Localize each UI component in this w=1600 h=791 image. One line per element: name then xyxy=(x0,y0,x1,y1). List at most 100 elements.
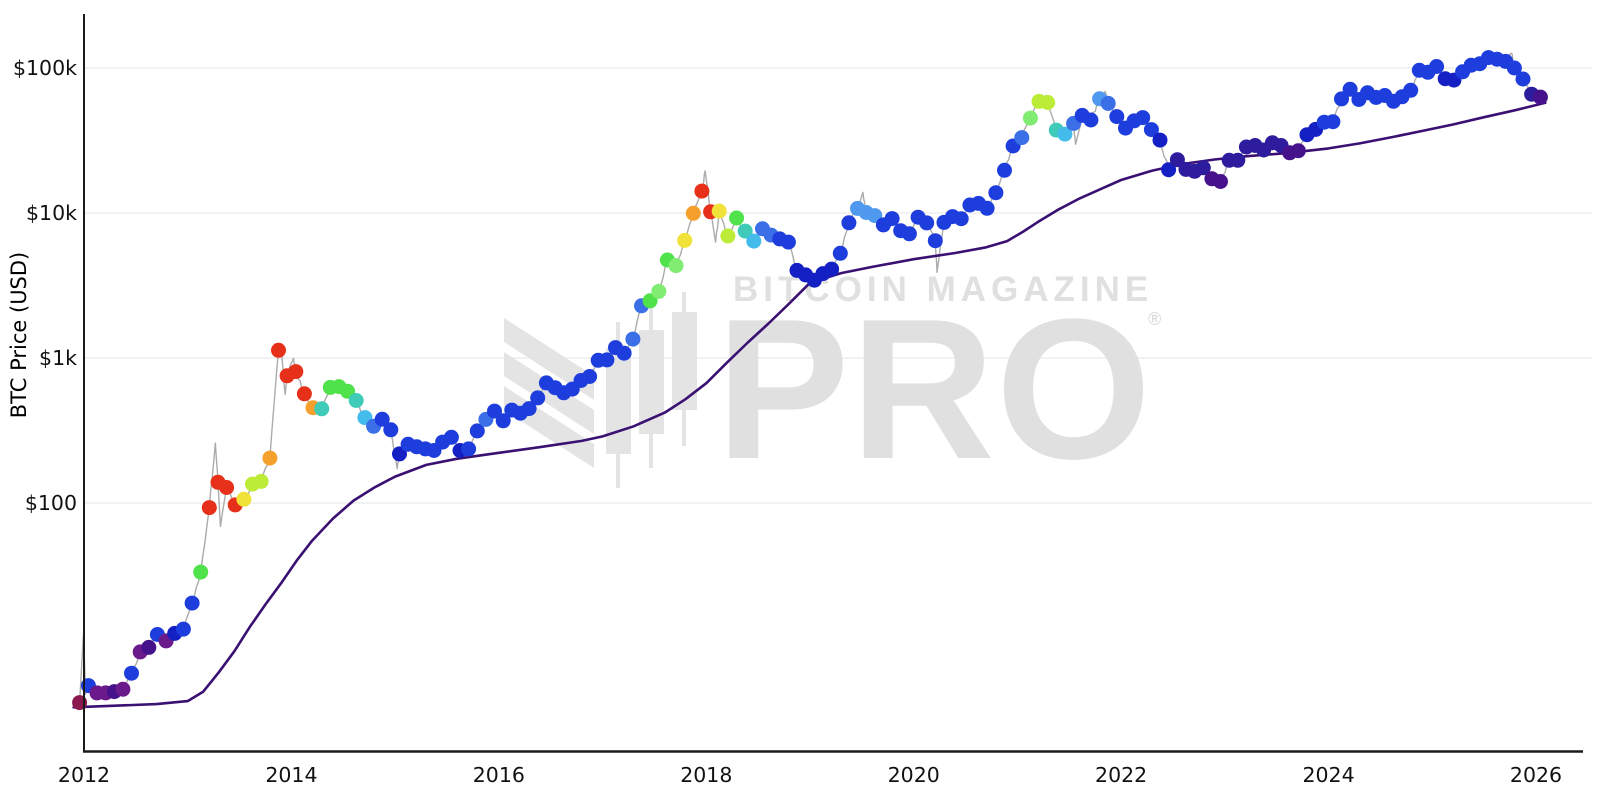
monthly-price-dot xyxy=(141,639,157,655)
x-tick-label: 2024 xyxy=(1302,763,1354,787)
monthly-price-dot xyxy=(1532,89,1548,105)
monthly-price-dot xyxy=(625,331,641,347)
monthly-price-dot xyxy=(1014,130,1030,146)
monthly-price-dot xyxy=(729,210,745,226)
monthly-price-dot xyxy=(988,185,1004,201)
monthly-price-dot xyxy=(184,595,200,611)
x-tick-label: 2012 xyxy=(58,763,110,787)
monthly-price-dot xyxy=(219,480,235,495)
x-tick-label: 2014 xyxy=(265,763,317,787)
x-tick-label: 2020 xyxy=(888,763,940,787)
monthly-price-dot xyxy=(711,203,727,219)
monthly-price-dot xyxy=(919,215,935,231)
monthly-price-dot xyxy=(668,258,684,274)
monthly-price-dot xyxy=(175,621,191,637)
monthly-price-dot xyxy=(1515,71,1531,87)
monthly-price-dot xyxy=(1152,132,1168,148)
monthly-price-dot xyxy=(271,342,286,358)
monthly-price-dot xyxy=(685,205,701,221)
monthly-price-dot xyxy=(677,232,693,248)
monthly-price-dot xyxy=(737,223,753,239)
monthly-price-dot xyxy=(193,564,209,580)
monthly-price-dot xyxy=(642,293,658,309)
monthly-price-dot xyxy=(1195,160,1211,176)
monthly-price-dot xyxy=(1161,162,1177,178)
monthly-price-dot xyxy=(582,369,598,384)
monthly-price-dot xyxy=(997,162,1012,178)
monthly-price-dot xyxy=(348,393,364,408)
monthly-price-dot xyxy=(746,233,762,249)
monthly-price-dot xyxy=(314,401,330,417)
bitcoin-magazine-logo-icon xyxy=(504,292,697,488)
monthly-price-dot xyxy=(1213,174,1228,189)
x-tick-label: 2026 xyxy=(1510,763,1562,787)
watermark-registered-mark: ® xyxy=(1148,309,1161,329)
logo-candle-body-icon xyxy=(639,330,664,434)
monthly-price-dot xyxy=(253,473,269,489)
monthly-price-dot xyxy=(824,261,840,277)
monthly-price-dot xyxy=(495,413,511,429)
monthly-price-dot xyxy=(1506,60,1522,76)
monthly-price-dot xyxy=(1342,81,1358,97)
logo-stripe-icon xyxy=(504,352,594,434)
logo-candle-body-icon xyxy=(672,312,697,410)
y-tick-label: $1k xyxy=(39,346,77,370)
gridlines xyxy=(84,67,1592,504)
y-tick-label: $100 xyxy=(25,491,77,515)
monthly-price-dot xyxy=(201,500,217,516)
monthly-price-dot xyxy=(1230,152,1246,168)
monthly-price-dot xyxy=(1022,110,1038,126)
x-tick-label: 2022 xyxy=(1095,763,1147,787)
y-tick-label: $10k xyxy=(26,201,77,225)
monthly-price-dot xyxy=(651,283,667,299)
monthly-price-dot xyxy=(1109,109,1125,125)
monthly-price-dot xyxy=(469,423,485,439)
monthly-price-dot xyxy=(1334,91,1349,107)
monthly-price-dot xyxy=(1403,82,1419,98)
monthly-price-dot xyxy=(1143,122,1159,138)
monthly-price-dot xyxy=(841,215,857,231)
monthly-price-dot xyxy=(461,441,477,457)
monthly-price-dot xyxy=(979,200,995,216)
x-tick-label: 2016 xyxy=(473,763,525,787)
axes: BTC Price (USD) $100k $10k $1k $100 2012 2014… xyxy=(7,14,1583,787)
monthly-price-dot xyxy=(392,446,407,462)
monthly-price-dot xyxy=(374,411,390,427)
monthly-price-dot xyxy=(1040,95,1056,110)
monthly-price-dot xyxy=(487,403,502,419)
monthly-price-dot xyxy=(115,681,131,697)
monthly-price-dot xyxy=(901,226,917,242)
monthly-price-dot xyxy=(1083,112,1099,128)
monthly-price-dot xyxy=(832,245,848,261)
monthly-price-dot xyxy=(236,491,252,507)
monthly-price-dot xyxy=(443,429,459,445)
monthly-price-dot xyxy=(780,234,796,250)
y-tick-label: $100k xyxy=(13,56,77,80)
tick-labels: $100k $10k $1k $100 2012 2014 2016 2018 2020 2022… xyxy=(13,56,1562,787)
monthly-price-dot xyxy=(1169,152,1185,168)
monthly-price-dot xyxy=(1429,59,1445,74)
data-series xyxy=(72,50,1548,711)
monthly-price-dot xyxy=(616,345,632,361)
monthly-price-dot xyxy=(124,665,139,681)
monthly-price-dot xyxy=(720,228,736,244)
monthly-price-dot xyxy=(521,401,537,417)
watermark-pro-text: PRO xyxy=(716,278,1152,501)
watermark: BITCOIN MAGAZINE ® PRO xyxy=(504,270,1161,501)
monthly-price-dot xyxy=(288,364,304,380)
monthly-price-dot xyxy=(1100,95,1116,111)
monthly-price-dot xyxy=(530,390,546,406)
monthly-price-dot xyxy=(694,183,710,199)
monthly-price-dot xyxy=(1135,110,1151,126)
y-axis-title: BTC Price (USD) xyxy=(7,252,31,419)
logo-stripe-icon xyxy=(504,318,594,400)
monthly-price-dot xyxy=(927,233,943,249)
monthly-price-dot xyxy=(884,211,900,227)
monthly-price-dot xyxy=(296,386,312,402)
monthly-price-dot xyxy=(1057,126,1073,142)
monthly-price-dot xyxy=(599,352,615,368)
monthly-price-dot xyxy=(262,450,278,466)
monthly-price-dot xyxy=(383,422,399,438)
